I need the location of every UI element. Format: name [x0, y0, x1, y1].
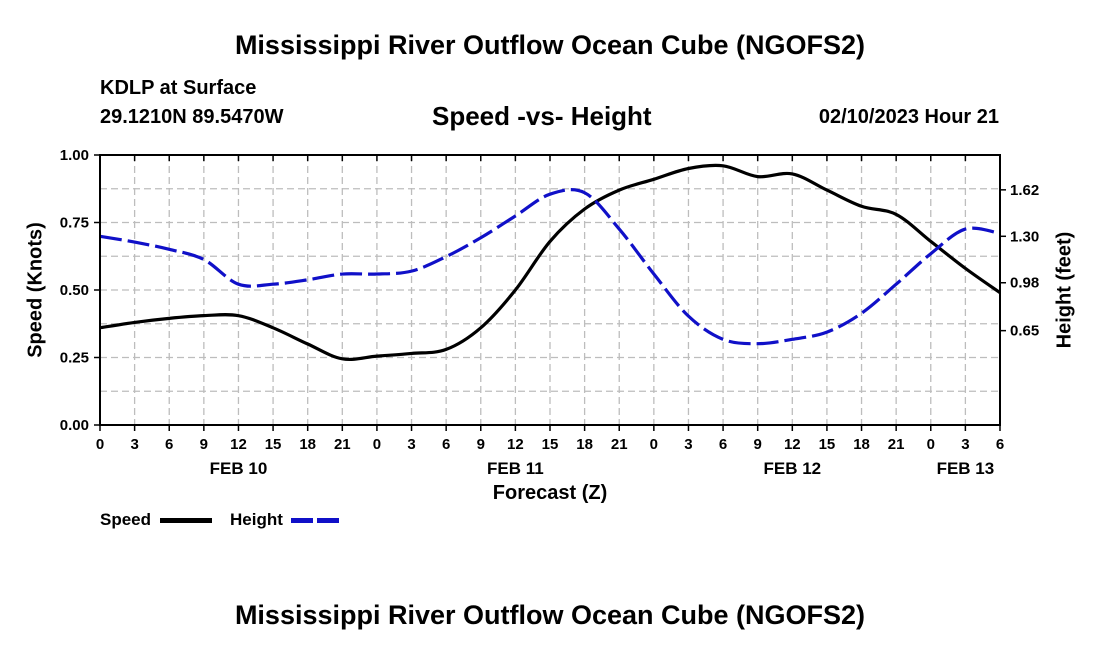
x-tick-label: 9 — [200, 436, 208, 453]
x-tick-label: 18 — [299, 436, 316, 453]
x-tick-label: 12 — [230, 436, 247, 453]
legend-speed-swatch — [160, 518, 212, 523]
x-tick-label: 9 — [477, 436, 485, 453]
y-tick-label: 0.75 — [60, 215, 89, 232]
series-layer — [99, 163, 1001, 362]
series-height-line — [99, 188, 1001, 346]
y-axis-label-right: Height (feet) — [1053, 231, 1076, 349]
x-tick-label: 0 — [927, 436, 935, 453]
x-tick-label: 15 — [819, 436, 836, 453]
x-tick-label: 3 — [130, 436, 138, 453]
x-tick-label: 21 — [611, 436, 628, 453]
date-label: FEB 10 — [210, 459, 268, 478]
x-tick-label: 18 — [576, 436, 593, 453]
x-tick-label: 3 — [961, 436, 969, 453]
x-tick-label: 15 — [265, 436, 282, 453]
grid — [100, 155, 1000, 425]
x-tick-label: 6 — [165, 436, 173, 453]
station-label: KDLP at Surface — [100, 77, 257, 99]
x-tick-label: 12 — [784, 436, 801, 453]
x-tick-label: 21 — [888, 436, 905, 453]
x-axis-label: Forecast (Z) — [492, 482, 608, 504]
y-tick-label: 0.50 — [60, 282, 89, 299]
x-tick-label: 3 — [684, 436, 692, 453]
x-tick-label: 9 — [754, 436, 762, 453]
y-axis-label: Speed (Knots) — [24, 222, 47, 358]
date-label: FEB 11 — [487, 459, 544, 478]
chart-subtitle: Speed -vs- Height — [432, 101, 652, 131]
legend-speed-label: Speed — [100, 510, 152, 529]
x-tick-label: 0 — [373, 436, 381, 453]
x-tick-label: 21 — [334, 436, 351, 453]
legend-height-swatch — [291, 518, 343, 523]
y-tick-label: 0.25 — [60, 350, 89, 367]
x-tick-label: 6 — [442, 436, 450, 453]
date-label: FEB 12 — [763, 459, 821, 478]
x-tick-label: 6 — [996, 436, 1004, 453]
series-speed-line — [99, 163, 1001, 362]
date-label: FEB 13 — [937, 459, 995, 478]
y-tick-label: 1.00 — [60, 147, 89, 164]
y-tick-label-right: 0.65 — [1010, 323, 1039, 340]
x-tick-label: 0 — [650, 436, 658, 453]
coordinates-label: 29.1210N 89.5470W — [100, 106, 284, 128]
x-tick-label: 12 — [507, 436, 524, 453]
x-tick-label: 3 — [407, 436, 415, 453]
chart-title: Mississippi River Outflow Ocean Cube (NG… — [234, 30, 866, 60]
y-tick-label-right: 1.30 — [1010, 228, 1039, 245]
x-tick-label: 15 — [542, 436, 559, 453]
axes: 0 3 6 9 12 15 18 21 0 3 6 9 12 15 18 21 0 3 6 9 12 15 18 21 0 3 6 0… — [60, 147, 1039, 478]
x-tick-label: 18 — [853, 436, 870, 453]
forecast-datetime: 02/10/2023 Hour 21 — [818, 106, 999, 128]
footer-title: Mississippi River Outflow Ocean Cube (NG… — [234, 600, 866, 630]
legend-height-label: Height — [230, 510, 283, 529]
x-tick-label: 0 — [96, 436, 104, 453]
y-tick-label: 0.00 — [60, 417, 89, 434]
y-tick-label-right: 1.62 — [1010, 182, 1039, 199]
y-tick-label-right: 0.98 — [1010, 275, 1039, 292]
x-tick-label: 6 — [719, 436, 727, 453]
